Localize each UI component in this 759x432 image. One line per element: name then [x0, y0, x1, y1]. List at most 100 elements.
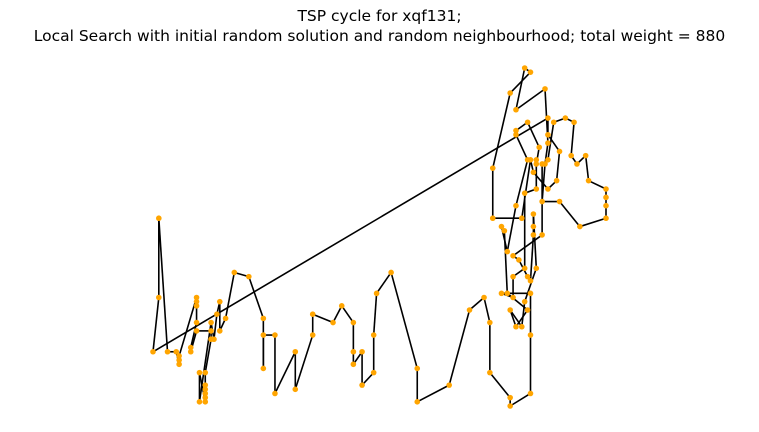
city-node — [330, 319, 336, 326]
city-node — [498, 290, 505, 297]
city-node — [507, 90, 513, 96]
tour-edge — [588, 179, 607, 190]
tour-edge — [503, 230, 509, 294]
city-node — [513, 131, 519, 138]
tour-edge — [515, 134, 529, 161]
city-node — [524, 119, 531, 126]
city-node — [489, 165, 496, 171]
chart-title-line-1: TSP cycle for xqf131; — [297, 7, 462, 25]
city-node — [187, 344, 194, 351]
city-node — [510, 294, 516, 301]
city-node — [536, 144, 543, 151]
tour-edge — [558, 201, 581, 228]
city-node — [571, 119, 577, 126]
city-node — [231, 269, 238, 276]
city-node — [513, 127, 519, 134]
city-node — [487, 319, 493, 326]
city-node — [373, 290, 380, 297]
city-node — [309, 311, 316, 317]
city-node — [156, 215, 162, 222]
city-node — [510, 252, 516, 259]
city-node — [202, 382, 209, 388]
city-node — [272, 332, 278, 338]
tour-edge — [274, 351, 297, 394]
city-node — [211, 336, 217, 343]
city-node — [388, 269, 394, 276]
tour-edge — [515, 309, 529, 328]
city-node — [176, 353, 182, 359]
city-node — [568, 152, 574, 159]
tour-edge — [204, 339, 212, 373]
city-node — [260, 315, 267, 322]
city-node — [527, 278, 534, 284]
city-node — [359, 382, 365, 388]
city-node — [545, 115, 551, 121]
tour-edge — [248, 276, 265, 319]
city-node — [533, 161, 540, 167]
city-node — [202, 399, 209, 405]
tour-edge — [483, 297, 491, 323]
city-node — [156, 294, 162, 301]
city-node — [208, 319, 214, 326]
city-node — [603, 215, 609, 222]
tour-edge — [468, 296, 485, 311]
city-node — [521, 190, 528, 196]
city-node — [208, 328, 214, 334]
city-node — [150, 348, 156, 355]
tour-edge — [532, 171, 549, 190]
city-node — [292, 348, 299, 355]
tour-edge — [213, 314, 218, 340]
city-node — [527, 69, 534, 75]
city-node — [545, 186, 551, 192]
tour-edge — [579, 217, 607, 228]
city-node — [524, 307, 531, 313]
tour-edge — [515, 88, 546, 111]
tour-edge — [512, 234, 543, 257]
city-node — [214, 311, 220, 317]
city-node — [350, 348, 357, 355]
city-node — [489, 215, 496, 222]
city-node — [193, 294, 200, 301]
tour-edge — [312, 313, 334, 324]
city-node — [530, 223, 537, 230]
city-node — [350, 361, 357, 368]
city-node — [216, 298, 223, 305]
city-node — [516, 257, 522, 263]
city-node — [487, 369, 493, 376]
tour-edge — [224, 272, 236, 319]
city-node — [292, 386, 299, 393]
city-node — [521, 265, 528, 272]
city-node — [542, 161, 548, 167]
tour-edge — [515, 67, 526, 110]
city-node — [533, 186, 540, 192]
city-node — [545, 140, 551, 146]
tour-edge — [489, 372, 511, 399]
tour-edge — [584, 155, 590, 181]
city-node — [585, 177, 592, 184]
city-node — [539, 198, 545, 205]
city-node — [309, 332, 316, 338]
city-node — [501, 227, 508, 234]
city-node — [556, 198, 563, 205]
city-node — [518, 215, 525, 222]
tour-edge — [570, 122, 575, 156]
city-node — [510, 273, 516, 280]
city-node — [350, 319, 357, 326]
city-node — [545, 131, 551, 138]
city-node — [202, 369, 209, 376]
tour-edge — [520, 301, 526, 327]
city-node — [545, 157, 551, 163]
city-node — [533, 265, 540, 272]
city-node — [518, 323, 525, 330]
city-node — [603, 202, 609, 209]
city-node — [530, 169, 537, 176]
city-node — [260, 332, 267, 338]
city-node — [504, 290, 511, 297]
city-node — [370, 332, 377, 338]
city-node — [527, 390, 534, 397]
city-node — [542, 86, 548, 92]
city-node — [260, 365, 267, 372]
city-node — [507, 307, 513, 313]
city-node — [222, 315, 229, 322]
tour-nodes — [150, 65, 609, 409]
